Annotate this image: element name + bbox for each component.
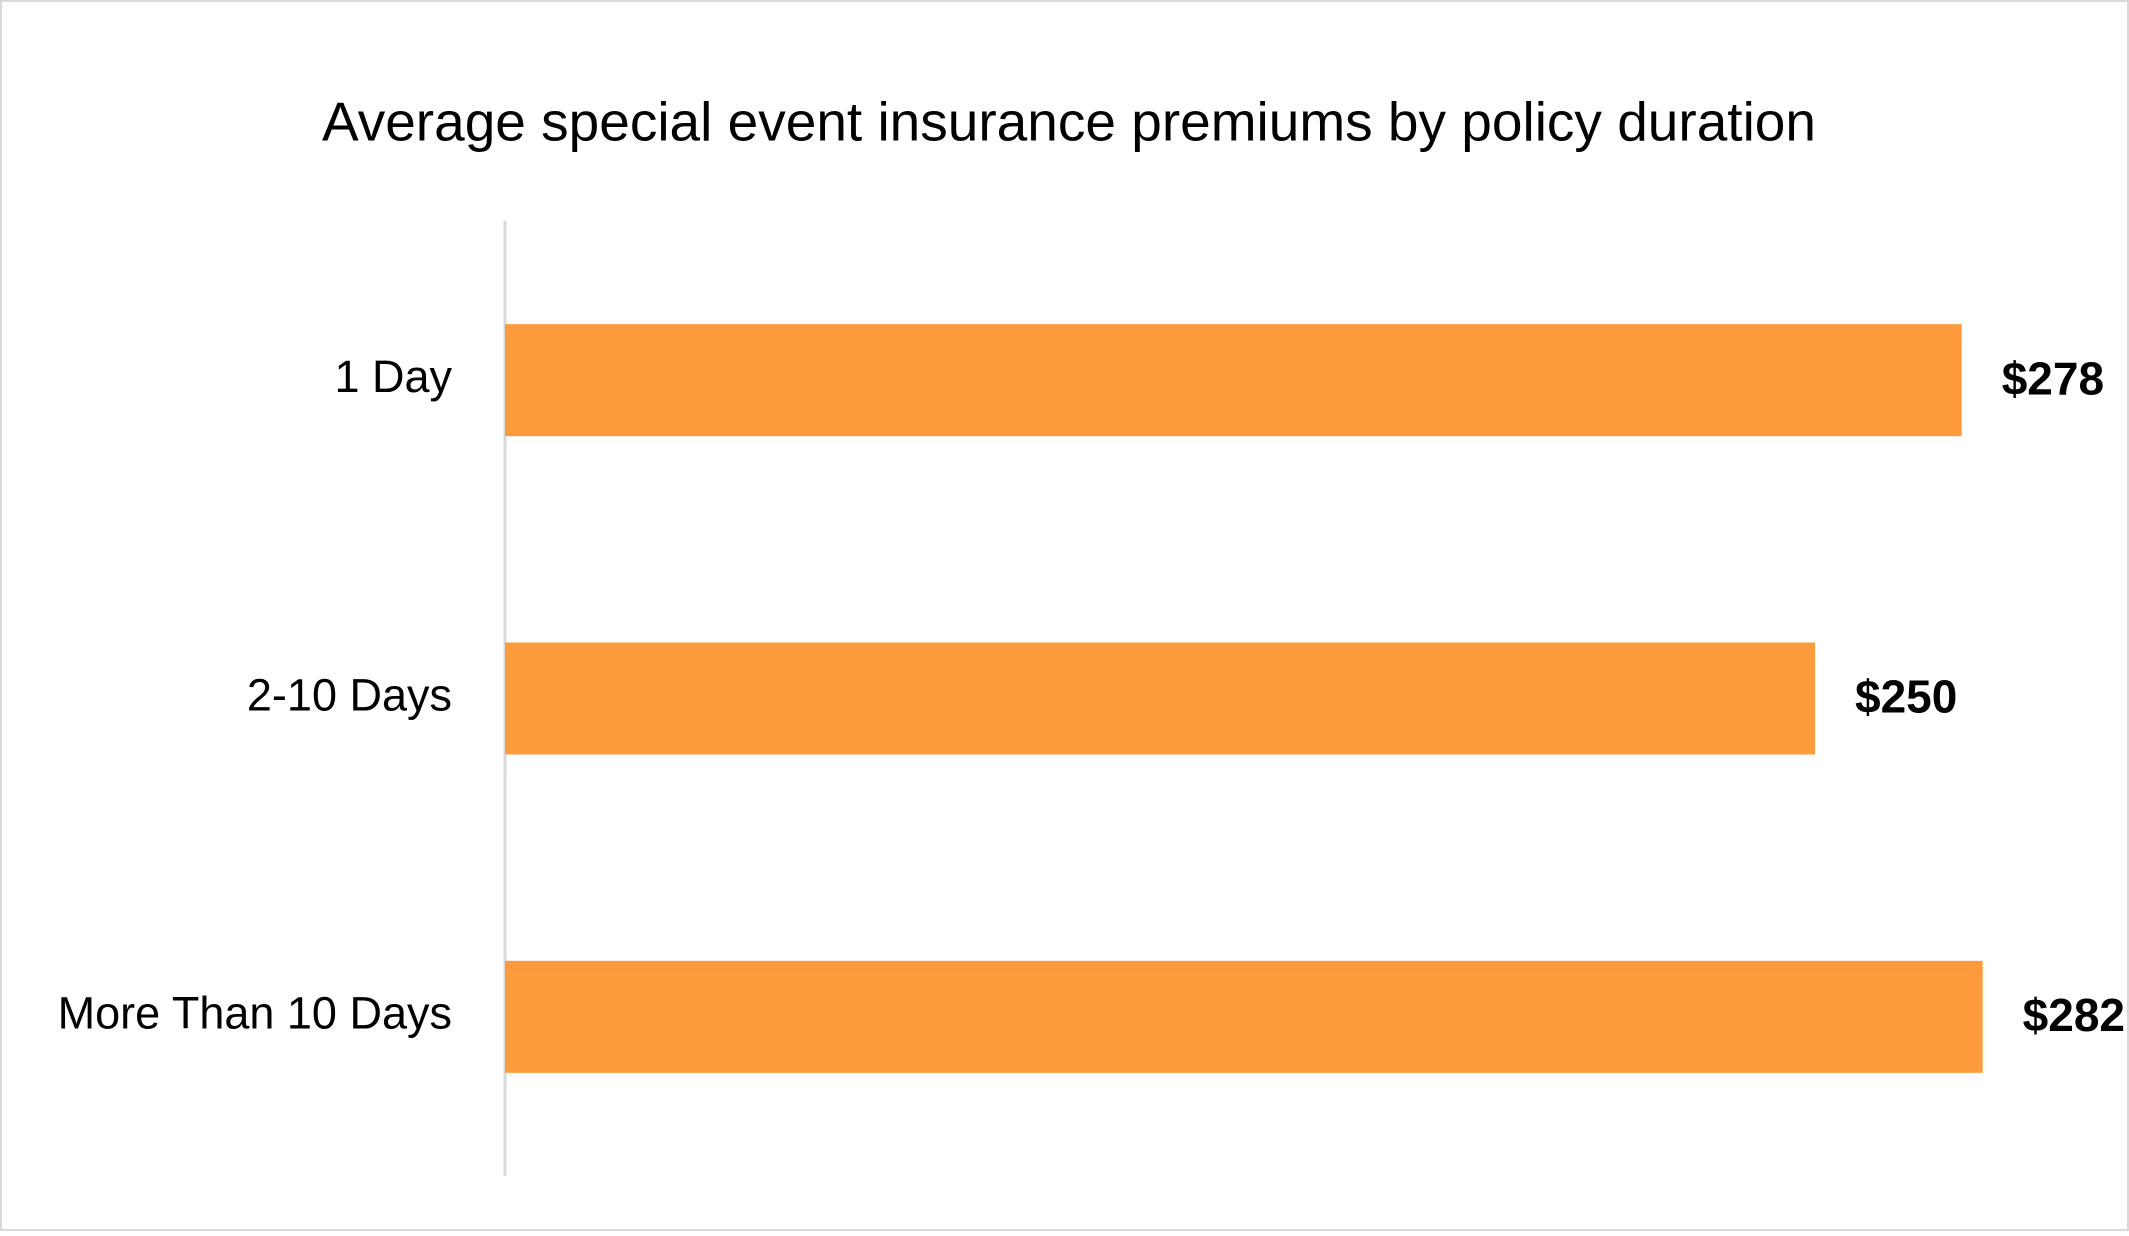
value-label: $278 (2002, 352, 2104, 404)
bar (505, 960, 1983, 1073)
bar (505, 324, 1962, 437)
category-label: 2-10 Days (247, 669, 452, 720)
value-label: $282 (2023, 989, 2125, 1041)
category-label: 1 Day (334, 351, 452, 402)
bar (505, 642, 1815, 755)
chart-title: Average special event insurance premiums… (322, 91, 1816, 153)
value-label: $250 (1855, 671, 1957, 723)
category-label: More Than 10 Days (58, 988, 452, 1039)
